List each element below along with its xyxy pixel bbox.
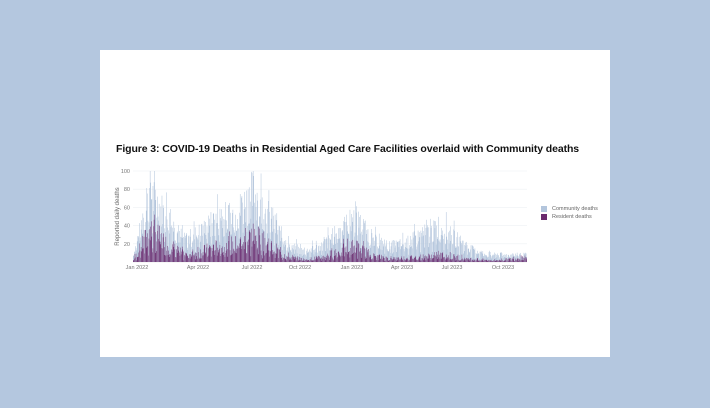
svg-text:Oct 2023: Oct 2023	[492, 265, 514, 271]
legend-item-resident[interactable]: Resident deaths	[541, 213, 598, 221]
svg-text:Apr 2022: Apr 2022	[187, 265, 209, 271]
deaths-bar-chart: 20 40 60 80 100 Reported daily deaths Jan 2022…	[115, 169, 527, 271]
svg-text:Apr 2023: Apr 2023	[391, 265, 413, 271]
svg-text:Reported daily deaths: Reported daily deaths	[115, 187, 121, 245]
resident-swatch-icon	[541, 214, 547, 220]
svg-text:60: 60	[124, 205, 130, 211]
svg-text:Jan 2023: Jan 2023	[341, 265, 364, 271]
legend-item-community[interactable]: Community deaths	[541, 205, 598, 213]
svg-text:100: 100	[121, 169, 130, 175]
svg-text:Oct 2022: Oct 2022	[289, 265, 311, 271]
svg-text:Jul 2022: Jul 2022	[242, 265, 263, 271]
svg-text:40: 40	[124, 224, 130, 230]
svg-text:Jan 2022: Jan 2022	[126, 265, 149, 271]
svg-text:Jul 2023: Jul 2023	[442, 265, 463, 271]
chart-legend: Community deaths Resident deaths	[541, 205, 598, 221]
svg-text:20: 20	[124, 242, 130, 248]
figure-title: Figure 3: COVID-19 Deaths in Residential…	[116, 143, 580, 155]
figure-card: Figure 3: COVID-19 Deaths in Residential…	[100, 50, 610, 357]
legend-label-community: Community deaths	[552, 206, 598, 212]
community-swatch-icon	[541, 206, 547, 212]
svg-text:80: 80	[124, 187, 130, 193]
legend-label-resident: Resident deaths	[552, 214, 592, 220]
